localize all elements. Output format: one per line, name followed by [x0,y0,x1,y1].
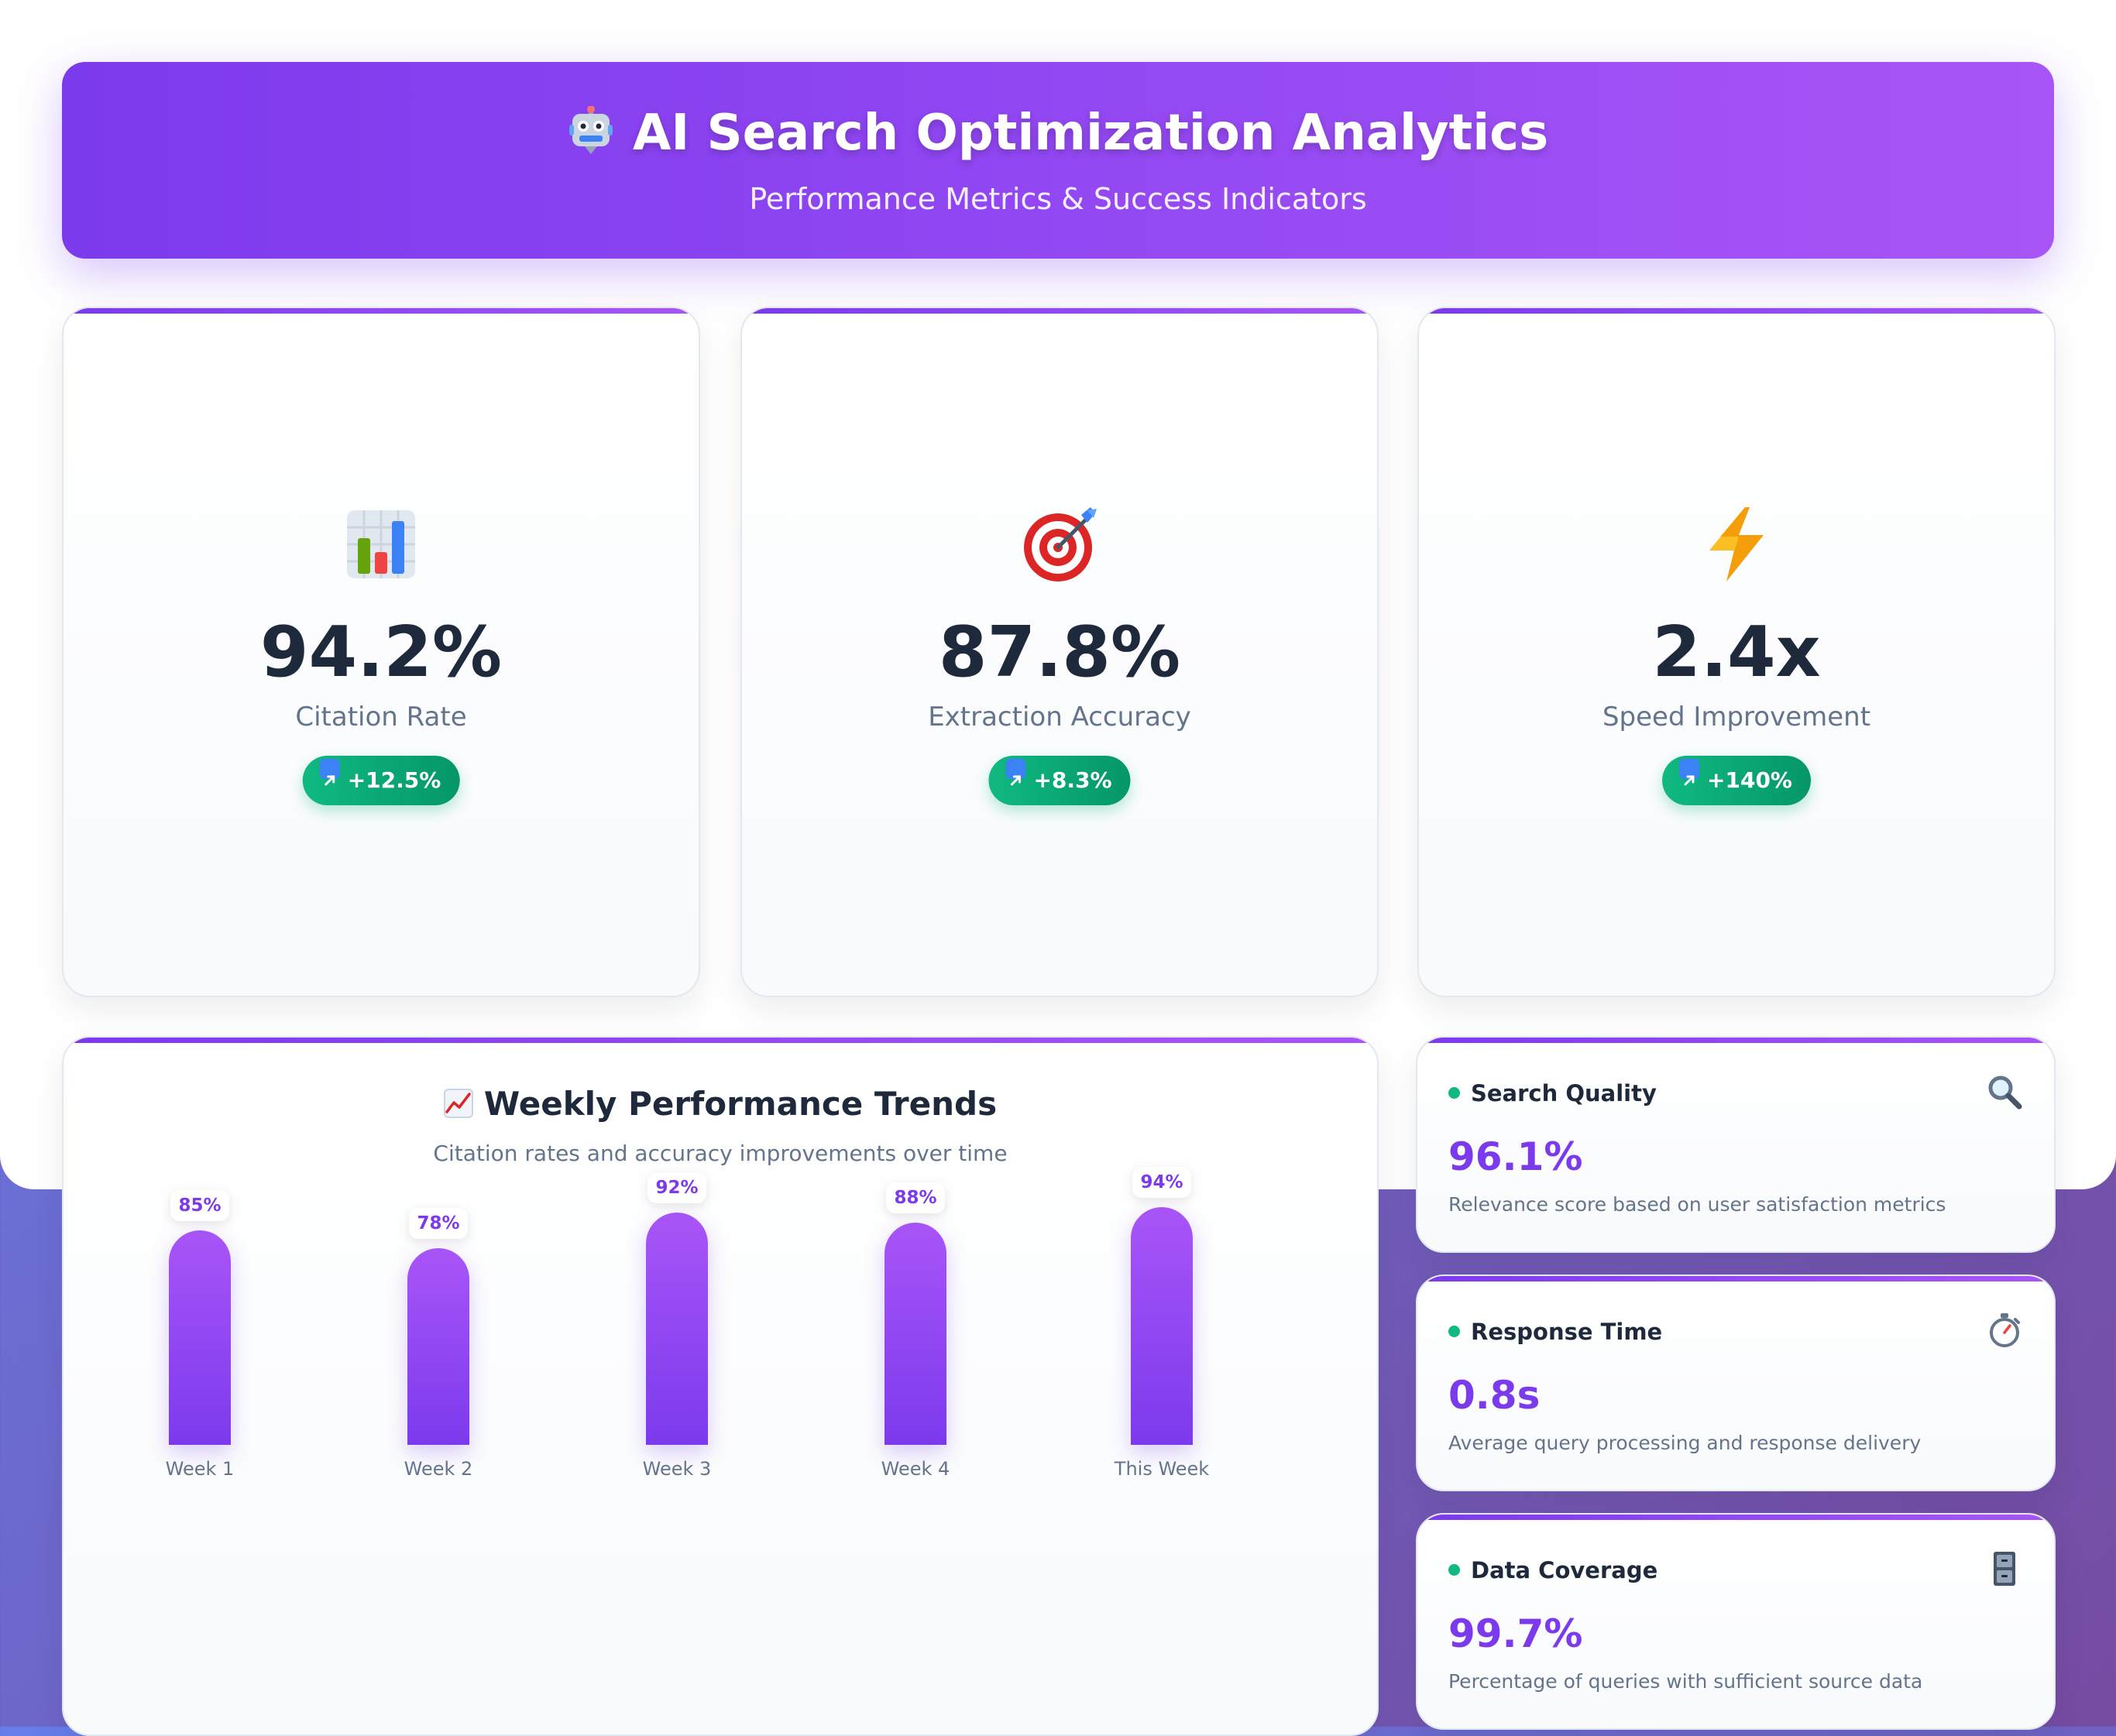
side-card-description: Relevance score based on user satisfacti… [1448,1193,1946,1216]
bar-1 [169,1230,231,1445]
side-card-value: 99.7% [1448,1611,1583,1656]
page-subtitle: Performance Metrics & Success Indicators [749,182,1367,216]
search-quality-card: Search Quality 96.1% Relevance score bas… [1416,1036,2056,1253]
chart-subtitle: Citation rates and accuracy improvements… [433,1141,1008,1166]
metric-label: Speed Improvement [1602,702,1871,732]
stopwatch-icon [1990,1313,2020,1347]
metric-change-text: +12.5% [347,767,441,793]
metric-change-badge: +140% [1662,756,1811,805]
magnifying-glass-icon [1988,1076,2022,1110]
metric-value: 2.4x [1652,612,1821,693]
chart-title-text: Weekly Performance Trends [483,1085,998,1123]
trend-up-arrow-icon [1005,759,1026,786]
bar-category-label-5: This Week [1114,1458,1210,1480]
metric-change-badge: +8.3% [988,756,1131,805]
status-dot [1448,1087,1460,1099]
file-cabinet-icon [1994,1552,2015,1586]
status-dot [1448,1326,1460,1337]
metric-change-badge: +12.5% [302,756,460,805]
target-icon [1024,507,1097,582]
bar-3 [646,1213,708,1445]
metric-change-text: +140% [1707,767,1792,793]
bar-4 [885,1223,946,1445]
metric-label: Extraction Accuracy [928,702,1191,732]
side-card-value: 96.1% [1448,1134,1583,1179]
trend-up-arrow-icon [319,759,340,786]
side-card-value: 0.8s [1448,1373,1541,1418]
metric-change-text: +8.3% [1033,767,1112,793]
status-dot [1448,1564,1460,1576]
metric-card-extraction-accuracy: 87.8% Extraction Accuracy +8.3% [740,307,1379,997]
bar-value-label-1: 85% [169,1189,231,1221]
lightning-icon [1709,507,1764,582]
trend-up-arrow-icon [1679,759,1700,786]
bar-category-label-1: Week 1 [165,1458,235,1480]
metric-value: 87.8% [938,612,1181,693]
bar-category-label-4: Week 4 [881,1458,950,1480]
bar-chart-icon [347,510,415,578]
side-card-description: Average query processing and response de… [1448,1432,1922,1454]
bar-value-label-4: 88% [885,1182,946,1214]
header-banner: AI Search Optimization Analytics Perform… [62,62,2054,259]
metric-card-speed-improvement: 2.4x Speed Improvement +140% [1417,307,2056,997]
weekly-trends-card: Weekly Performance Trends Citation rates… [62,1036,1379,1736]
page-title-text: AI Search Optimization Analytics [632,105,1549,162]
data-coverage-card: Data Coverage 99.7% Percentage of querie… [1416,1513,2056,1730]
bar-value-label-3: 92% [646,1172,708,1203]
bar-2 [407,1247,469,1445]
metric-card-citation-rate: 94.2% Citation Rate +12.5% [62,307,700,997]
page-title: AI Search Optimization Analytics [62,102,2054,164]
bar-5 [1131,1207,1193,1445]
chart-increasing-icon [443,1089,473,1118]
chart-title: Weekly Performance Trends [64,1082,1377,1126]
response-time-card: Response Time 0.8s Average query process… [1416,1275,2056,1491]
bar-value-label-5: 94% [1131,1167,1193,1199]
robot-icon [569,106,613,154]
side-card-title: Data Coverage [1448,1555,1657,1586]
metric-label: Citation Rate [295,702,467,732]
bar-value-label-2: 78% [407,1207,469,1239]
side-card-title: Response Time [1448,1316,1662,1347]
metric-value: 94.2% [259,612,503,693]
side-card-description: Percentage of queries with sufficient so… [1448,1670,1923,1693]
bar-category-label-2: Week 2 [404,1458,473,1480]
bar-category-label-3: Week 3 [642,1458,712,1480]
side-card-title: Search Quality [1448,1078,1657,1109]
